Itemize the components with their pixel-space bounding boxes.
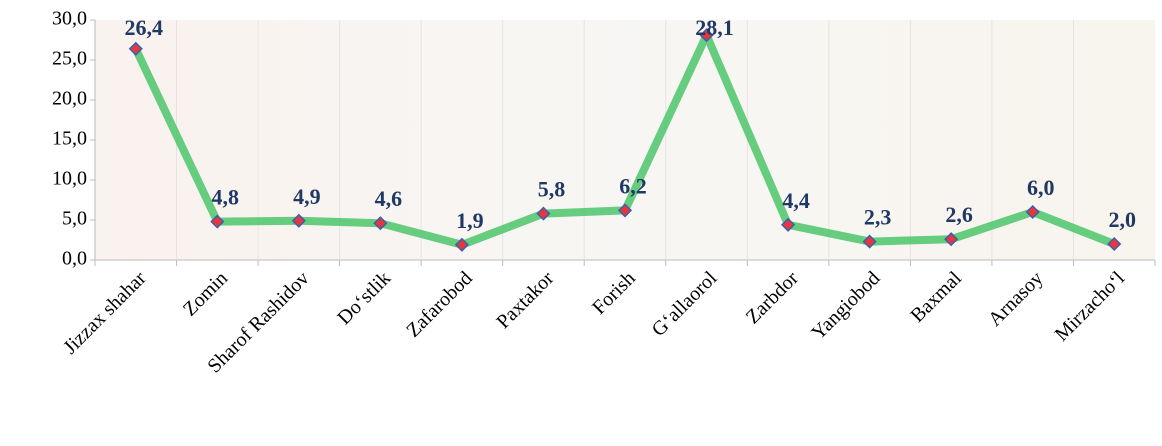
y-tick-label: 15,0 bbox=[52, 128, 87, 150]
x-tick-label: Paxtakor bbox=[492, 267, 558, 333]
y-tick-label: 30,0 bbox=[52, 8, 87, 30]
value-label: 4,9 bbox=[293, 184, 321, 209]
x-tick-label: G‘allaorol bbox=[648, 267, 722, 341]
x-tick-label: Do‘stlik bbox=[333, 267, 395, 329]
x-tick-label: Mirzacho‘l bbox=[1051, 267, 1130, 346]
x-tick-label: Zarbdor bbox=[742, 267, 803, 328]
value-label: 4,8 bbox=[212, 185, 240, 210]
x-tick-label: Baxmal bbox=[906, 267, 966, 327]
x-tick-label: Yangiobod bbox=[807, 267, 884, 344]
x-tick-label: Arnasoy bbox=[984, 267, 1047, 330]
chart: 0,0 5,0 10,0 15,0 20,0 25,0 30,0 Jizzax shahar Z… bbox=[0, 0, 1162, 446]
value-label: 1,9 bbox=[456, 208, 484, 233]
x-tick-label: Jizzax shahar bbox=[59, 267, 151, 359]
value-label: 26,4 bbox=[125, 15, 164, 40]
value-label: 5,8 bbox=[538, 177, 566, 202]
y-tick-label: 0,0 bbox=[62, 248, 87, 270]
value-label: 2,6 bbox=[945, 202, 973, 227]
y-tick-label: 25,0 bbox=[52, 48, 87, 70]
value-label: 6,2 bbox=[619, 173, 647, 198]
y-tick-label: 10,0 bbox=[52, 168, 87, 190]
x-tick-label: Zomin bbox=[179, 267, 232, 320]
y-tick-label: 20,0 bbox=[52, 88, 87, 110]
value-label: 28,1 bbox=[695, 15, 734, 40]
value-label: 2,3 bbox=[864, 205, 892, 230]
page: 0,0 5,0 10,0 15,0 20,0 25,0 30,0 Jizzax shahar Z… bbox=[0, 0, 1162, 446]
x-tick-label: Zafarobod bbox=[402, 267, 476, 341]
value-label: 2,0 bbox=[1108, 207, 1136, 232]
x-tick-label: Forish bbox=[588, 267, 640, 319]
value-label: 6,0 bbox=[1027, 175, 1055, 200]
value-label: 4,6 bbox=[375, 186, 403, 211]
y-tick-label: 5,0 bbox=[62, 208, 87, 230]
value-label: 4,4 bbox=[782, 188, 810, 213]
